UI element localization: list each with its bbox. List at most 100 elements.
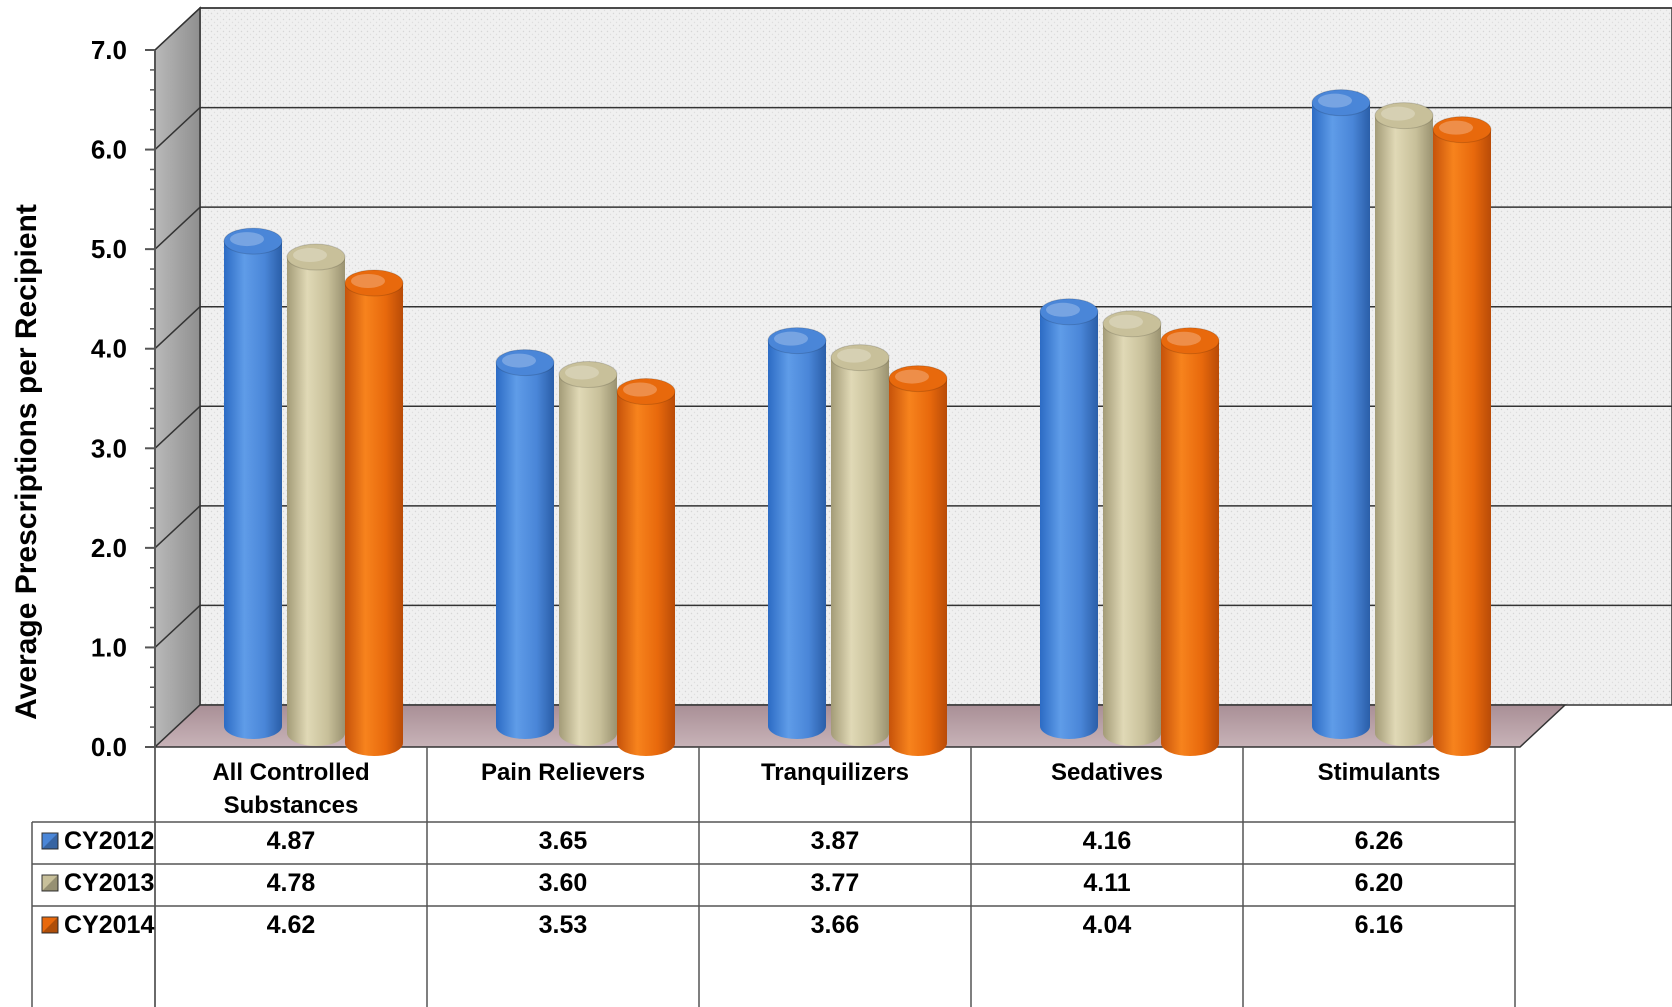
bar-body [287,257,345,746]
plot-side-wall [154,6,201,749]
table-value: 4.11 [1083,869,1130,897]
bar-top [1432,116,1492,144]
bar-top-highlight [293,248,327,263]
bar [767,327,827,739]
bar-top-highlight [623,382,657,397]
y-tick-label: 4.0 [91,334,127,364]
bar-body [768,340,826,739]
bar [1311,89,1371,739]
category-label: Tranquilizers [761,759,909,786]
category-label: Substances [224,792,359,819]
bar [223,227,283,739]
y-tick-label: 2.0 [91,533,127,563]
bar-top-highlight [1167,331,1201,346]
y-axis-label: Average Prescriptions per Recipient [10,204,43,720]
bar-top [558,361,618,389]
bar-top-highlight [565,365,599,380]
legend-series-name: CY2014 [64,911,154,939]
y-axis-ticks: 0.0 1.0 2.0 3.0 4.0 5.0 6.0 7.0 [91,35,155,762]
table-value: 6.16 [1355,911,1404,939]
table-value: 4.16 [1083,827,1132,855]
y-tick-label: 6.0 [91,135,127,165]
bar [495,349,555,739]
bar-body [1375,115,1433,746]
table-value: 4.04 [1083,911,1132,939]
bar-top [767,327,827,355]
table-value: 3.53 [539,911,588,939]
bar-top [1102,310,1162,338]
bar-top-highlight [837,348,871,363]
bar-body [889,378,947,756]
bar-top-highlight [230,232,264,247]
bar [1039,298,1099,739]
legend-key-shade [42,875,58,891]
table-value: 3.66 [811,911,860,939]
gridline-side [154,107,201,151]
bar [830,344,890,746]
table-value: 6.26 [1355,827,1404,855]
bar-top-highlight [1318,93,1352,108]
bar-top-highlight [1439,120,1473,135]
bar-body [1040,311,1098,739]
gridline-side [154,7,201,51]
bar-top-highlight [502,353,536,368]
bar-top-highlight [1046,302,1080,317]
bar [1432,116,1492,756]
y-tick-label: 7.0 [91,35,127,65]
table-value: 4.78 [267,869,316,897]
bar-body [1103,323,1161,746]
bar-top [286,243,346,271]
category-label: Pain Relievers [481,759,645,786]
bar-top [1039,298,1099,326]
legend-series-name: CY2013 [64,869,154,897]
bar-top-highlight [895,369,929,384]
data-table: All Controlled Substances Pain Relievers Tr… [31,747,1516,1007]
table-value: 6.20 [1355,869,1404,897]
y-tick-label: 3.0 [91,433,127,463]
table-value: 3.87 [811,827,860,855]
bar-top [830,344,890,372]
bar-top [223,227,283,255]
y-tick-label: 1.0 [91,632,127,662]
bar-top [344,269,404,297]
bar-body [559,374,617,746]
bar-body [617,391,675,756]
gridline-side [154,206,201,250]
bar-top-highlight [1109,314,1143,329]
bar-top-highlight [774,331,808,346]
y-tick-label: 0.0 [91,732,127,762]
bar [616,378,676,756]
table-value: 3.77 [811,869,860,897]
table-value: 3.60 [539,869,588,897]
bar-body [1161,340,1219,756]
legend-key-shade [42,917,58,933]
bar-body [345,282,403,756]
bar-top-highlight [1381,106,1415,121]
bar-body [224,241,282,739]
table-value: 3.65 [539,827,588,855]
bar [1160,327,1220,756]
gridline-side [154,604,201,648]
bar [558,361,618,746]
bar-top [1374,102,1434,130]
bar-top-highlight [351,273,385,288]
category-label: Stimulants [1318,759,1441,786]
category-label: Sedatives [1051,759,1163,786]
bars [223,89,1492,756]
bar-top [495,349,555,377]
gridline-side [154,306,201,350]
gridline-side [154,505,201,549]
bar-body [1312,102,1370,739]
legend-key [41,874,59,892]
bar-body [496,362,554,739]
y-tick-label: 5.0 [91,234,127,264]
bar-top [1160,327,1220,355]
bar-body [831,357,889,746]
legend-key [41,916,59,934]
table-value: 4.87 [267,827,316,855]
legend-key [41,832,59,850]
legend-series-name: CY2012 [64,827,154,855]
category-label: All Controlled [212,759,369,786]
